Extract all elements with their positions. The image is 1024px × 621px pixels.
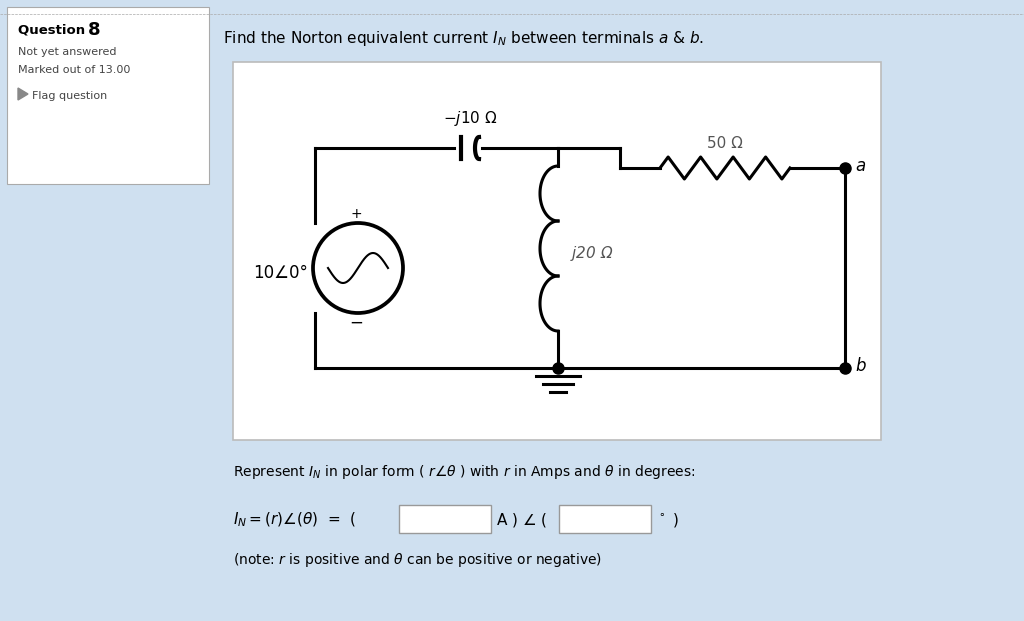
Text: $j$20 Ω: $j$20 Ω [570, 244, 613, 263]
FancyBboxPatch shape [559, 505, 651, 533]
FancyBboxPatch shape [399, 505, 490, 533]
Text: 50 Ω: 50 Ω [707, 135, 743, 150]
Text: Question: Question [18, 24, 90, 37]
Text: $a$: $a$ [855, 157, 866, 175]
FancyBboxPatch shape [7, 7, 209, 184]
Text: 8: 8 [88, 21, 100, 39]
Text: Marked out of 13.00: Marked out of 13.00 [18, 65, 130, 75]
Text: Represent $I_N$ in polar form ( $r \angle \theta$ ) with $r$ in Amps and $\theta: Represent $I_N$ in polar form ( $r \angl… [233, 463, 695, 481]
Text: 10∠0°: 10∠0° [253, 264, 308, 282]
Text: (note: $r$ is positive and $\theta$ can be positive or negative): (note: $r$ is positive and $\theta$ can … [233, 551, 602, 569]
Text: +: + [350, 207, 361, 221]
Text: $b$: $b$ [855, 357, 866, 375]
Text: Not yet answered: Not yet answered [18, 47, 117, 57]
Polygon shape [18, 88, 28, 100]
Text: $I_N = (r) \angle (\theta)$  =  (: $I_N = (r) \angle (\theta)$ = ( [233, 511, 356, 529]
Text: $^\circ$ ): $^\circ$ ) [656, 511, 679, 529]
Text: Find the Norton equivalent current $I_N$ between terminals $a$ & $b$.: Find the Norton equivalent current $I_N$… [223, 29, 705, 47]
Text: −: − [349, 314, 362, 332]
Text: A ) $\angle$ (: A ) $\angle$ ( [496, 511, 547, 529]
Text: Flag question: Flag question [32, 91, 108, 101]
Text: $-j$10 Ω: $-j$10 Ω [442, 109, 498, 127]
FancyBboxPatch shape [233, 62, 881, 440]
